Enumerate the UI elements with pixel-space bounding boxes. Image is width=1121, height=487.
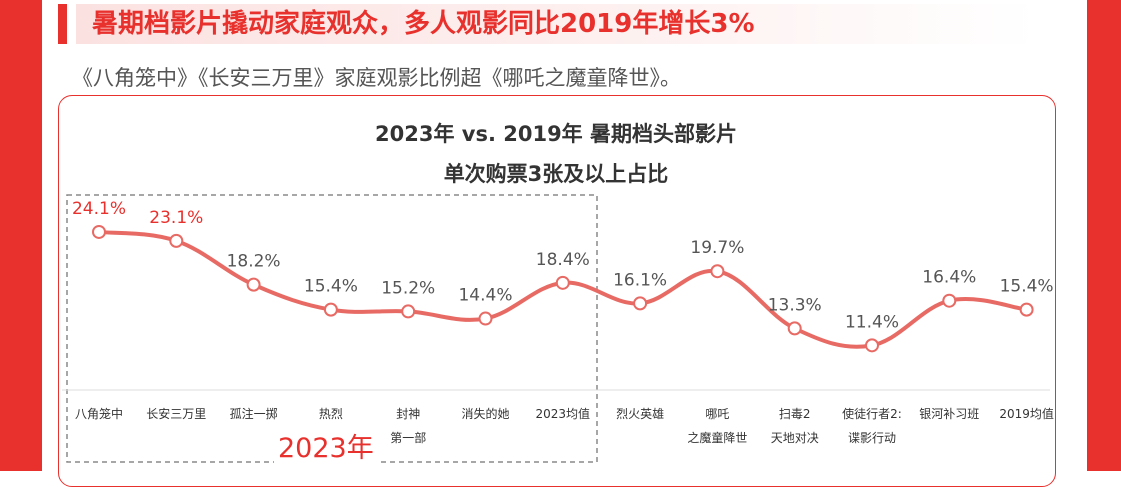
data-point	[633, 296, 648, 311]
x-tick-label: 哪吒	[705, 407, 729, 421]
data-label: 16.1%	[613, 270, 667, 290]
data-point	[555, 275, 570, 290]
x-tick-label: 扫毒2	[779, 407, 811, 421]
data-label: 13.3%	[768, 295, 822, 315]
data-point	[942, 293, 957, 308]
data-label: 15.4%	[304, 277, 358, 297]
page-subtitle: 《八角笼中》《长安三万里》家庭观影比例超《哪吒之魔童降世》。	[72, 66, 681, 90]
data-label: 15.2%	[381, 278, 435, 298]
x-tick-label: 烈火英雄	[616, 406, 664, 421]
data-label: 24.1%	[72, 199, 126, 219]
data-point	[323, 302, 338, 317]
data-point	[478, 311, 493, 326]
data-point	[169, 233, 184, 248]
x-tick-label: 使徒行者2:	[842, 406, 902, 421]
x-tick-label: 谍影行动	[848, 431, 896, 445]
x-tick-label: 消失的她	[461, 406, 509, 421]
chart-title-line1: 2023年 vs. 2019年 暑期档头部影片	[375, 122, 737, 146]
group-2023-label: 2023年	[274, 426, 378, 465]
x-tick-label: 之魔童降世	[687, 430, 747, 445]
x-tick-label: 热烈	[319, 407, 343, 421]
data-label: 18.2%	[227, 252, 281, 272]
x-tick-label: 长安三万里	[146, 406, 206, 421]
data-point	[787, 321, 802, 336]
page-headline: 暑期档影片撬动家庭观众，多人观影同比2019年增长3%	[92, 9, 755, 39]
x-tick-label: 2023均值	[536, 406, 591, 421]
x-tick-label: 银河补习班	[919, 407, 979, 421]
data-label: 19.7%	[690, 238, 744, 258]
headline-accent-mark	[58, 4, 67, 44]
data-point	[865, 338, 879, 353]
line-chart: 24.1% 八角笼中 23.1% 长安三万里 18.2% 孤注一掷 15.4% 热烈 15.2%…	[62, 194, 1054, 463]
data-point	[401, 304, 416, 319]
x-tick-label: 2019均值	[999, 406, 1054, 421]
chart-title-line2: 单次购票3张及以上占比	[443, 162, 669, 186]
x-tick-label: 八角笼中	[75, 406, 123, 421]
data-point	[246, 277, 261, 292]
data-point	[92, 224, 106, 239]
data-label: 23.1%	[149, 208, 203, 228]
x-tick-label: 封神	[396, 407, 420, 421]
chart-card	[58, 95, 1056, 487]
right-accent-bar	[1087, 0, 1121, 471]
data-label: 18.4%	[536, 250, 590, 270]
data-label: 14.4%	[458, 286, 512, 306]
data-label: 15.4%	[1000, 277, 1054, 297]
x-tick-label: 孤注一掷	[230, 406, 278, 421]
data-label: 16.4%	[922, 268, 976, 288]
data-label: 11.4%	[845, 312, 899, 332]
x-tick-label: 第一部	[390, 430, 426, 445]
x-tick-label: 天地对决	[771, 431, 819, 445]
data-point	[1019, 302, 1034, 317]
headline-background	[76, 4, 1036, 44]
data-point	[710, 264, 725, 279]
left-accent-bar	[0, 0, 42, 471]
